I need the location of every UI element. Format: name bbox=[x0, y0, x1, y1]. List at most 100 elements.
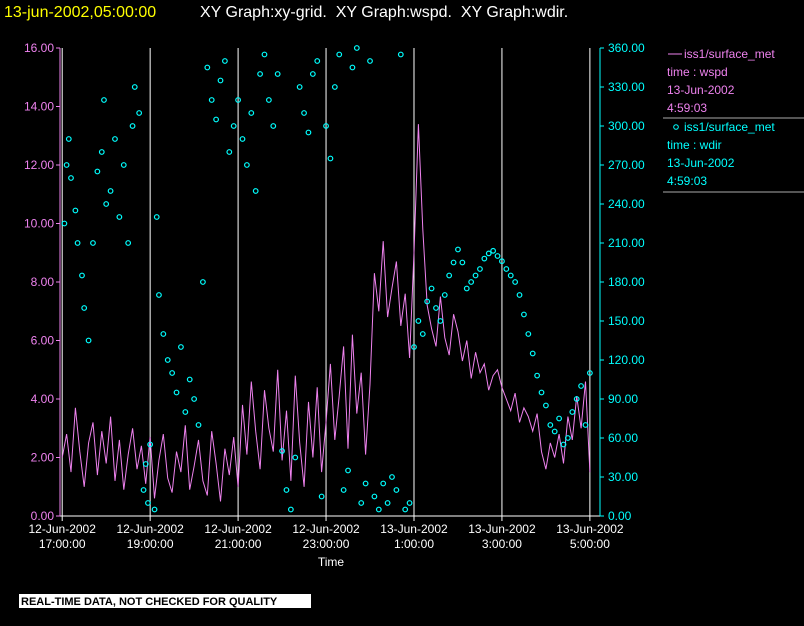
wdir-point bbox=[564, 435, 571, 441]
x-tick-label: 12-Jun-2002 23:00:00 bbox=[292, 522, 360, 551]
wdir-point bbox=[107, 188, 114, 194]
wdir-point bbox=[375, 506, 382, 513]
wdir-point bbox=[169, 370, 176, 376]
wdir-point bbox=[131, 84, 138, 90]
y-tick-label: 14.00 bbox=[24, 100, 54, 114]
wdir-point bbox=[384, 500, 391, 506]
wdir-point bbox=[98, 149, 105, 155]
wdir-point bbox=[230, 123, 237, 129]
wdir-point bbox=[120, 162, 127, 168]
wdir-point bbox=[243, 162, 250, 168]
wdir-point bbox=[437, 318, 444, 324]
wdir-point bbox=[551, 428, 558, 435]
wdir-point bbox=[345, 467, 351, 474]
wdir-point bbox=[428, 285, 435, 292]
legend-text: time : wspd bbox=[667, 65, 728, 79]
x-tick-label: 13-Jun-2002 5:00:00 bbox=[556, 522, 624, 551]
wdir-point bbox=[136, 110, 143, 116]
x-tick-label: 13-Jun-2002 1:00:00 bbox=[380, 522, 448, 551]
wdir-point bbox=[314, 58, 321, 64]
wdir-point bbox=[331, 84, 338, 90]
wdir-point bbox=[200, 279, 206, 285]
note-box bbox=[19, 594, 311, 608]
wdir-point bbox=[101, 97, 107, 103]
y-tick-label: 6.00 bbox=[31, 334, 55, 348]
legend-text: time : wdir bbox=[667, 138, 722, 152]
wdir-point bbox=[393, 487, 400, 493]
wdir-point bbox=[547, 422, 554, 428]
legend-text: 13-Jun-2002 bbox=[667, 83, 735, 97]
wdir-point bbox=[525, 331, 532, 337]
wdir-point bbox=[389, 474, 395, 480]
wdir-point bbox=[494, 253, 501, 259]
wdir-point bbox=[103, 201, 110, 207]
y2-tick-label: 210.00 bbox=[608, 236, 645, 250]
y-tick-label: 8.00 bbox=[31, 275, 55, 289]
wdir-point bbox=[441, 292, 448, 298]
wdir-point bbox=[586, 370, 593, 376]
wdir-point bbox=[424, 298, 431, 305]
wdir-point bbox=[112, 136, 118, 142]
x-tick-label: 12-Jun-2002 19:00:00 bbox=[116, 522, 184, 551]
wdir-point bbox=[129, 123, 136, 129]
y-tick-label: 4.00 bbox=[31, 392, 55, 406]
wdir-point bbox=[81, 305, 88, 311]
wdir-point bbox=[450, 259, 457, 266]
x-axis-label: Time bbox=[318, 555, 345, 569]
wdir-point bbox=[569, 409, 576, 415]
wdir-point bbox=[485, 250, 492, 257]
wdir-point bbox=[191, 396, 198, 402]
wdir-point bbox=[336, 51, 343, 58]
wdir-point bbox=[116, 214, 123, 220]
wdir-point bbox=[309, 71, 316, 77]
wdir-point bbox=[296, 84, 303, 90]
legend-text: 4:59:03 bbox=[667, 101, 707, 115]
wdir-point bbox=[521, 311, 527, 318]
wdir-point bbox=[411, 344, 417, 350]
wdir-point bbox=[543, 402, 549, 409]
wdir-point bbox=[85, 337, 92, 344]
y2-tick-label: 120.00 bbox=[608, 353, 645, 367]
y-tick-label: 10.00 bbox=[24, 217, 54, 231]
legend-point-swatch bbox=[673, 124, 679, 130]
wdir-point bbox=[455, 246, 461, 253]
wdir-point bbox=[503, 266, 510, 272]
wdir-point bbox=[283, 487, 290, 493]
wdir-point bbox=[160, 331, 167, 337]
x-tick-label: 12-Jun-2002 21:00:00 bbox=[204, 522, 272, 551]
wdir-point bbox=[463, 285, 470, 292]
wdir-point bbox=[402, 506, 409, 513]
wdir-point bbox=[459, 259, 466, 266]
y2-tick-label: 180.00 bbox=[608, 275, 645, 289]
wdir-point bbox=[140, 487, 147, 493]
y2-tick-label: 90.00 bbox=[608, 392, 638, 406]
wdir-point bbox=[145, 500, 151, 506]
wdir-point bbox=[248, 110, 255, 116]
wdir-point bbox=[208, 97, 215, 103]
wdir-point bbox=[61, 220, 68, 227]
wdir-point bbox=[252, 188, 259, 194]
y-tick-label: 0.00 bbox=[31, 509, 55, 523]
y2-tick-label: 0.00 bbox=[608, 509, 632, 523]
wdir-point bbox=[235, 97, 241, 103]
wdir-point bbox=[560, 441, 567, 448]
wdir-point bbox=[182, 409, 189, 415]
wdir-point bbox=[415, 318, 422, 324]
wdir-point bbox=[468, 279, 475, 285]
y2-tick-label: 360.00 bbox=[608, 41, 645, 55]
title-time: 13-jun-2002,05:00:00 bbox=[4, 4, 156, 21]
wdir-point bbox=[94, 168, 101, 175]
quality-note: REAL-TIME DATA, NOT CHECKED FOR QUALITY bbox=[21, 596, 278, 608]
wdir-point bbox=[573, 396, 580, 402]
wdir-point bbox=[178, 344, 184, 350]
wdir-point bbox=[274, 71, 281, 77]
legend-name: iss1/surface_met bbox=[684, 120, 775, 134]
wdir-point bbox=[279, 448, 285, 454]
wdir-point bbox=[305, 129, 312, 136]
y2-tick-label: 60.00 bbox=[608, 431, 638, 445]
wdir-point bbox=[556, 415, 563, 422]
wdir-point bbox=[477, 266, 483, 272]
wdir-point bbox=[481, 255, 488, 262]
y-tick-label: 2.00 bbox=[31, 451, 55, 465]
